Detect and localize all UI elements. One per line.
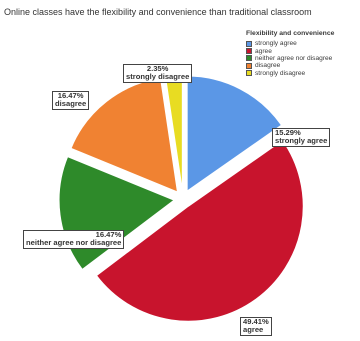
data-label-pct: 2.35% bbox=[146, 64, 169, 73]
data-label-strongly-disagree: 2.35% strongly disagree bbox=[123, 64, 193, 83]
data-label-pct: 49.41% bbox=[243, 317, 269, 326]
legend-label: agree bbox=[255, 47, 272, 55]
legend-item-disagree: disagree bbox=[246, 62, 334, 69]
legend-item-agree: agree bbox=[246, 47, 334, 55]
data-label-pct: 16.47% bbox=[95, 230, 122, 239]
legend-label: strongly agree bbox=[255, 40, 297, 48]
legend-label: strongly disagree bbox=[255, 69, 306, 77]
legend-swatch bbox=[246, 62, 252, 69]
legend-swatch bbox=[246, 48, 252, 55]
data-label-text: agree bbox=[243, 325, 264, 335]
data-label-text: strongly agree bbox=[275, 136, 328, 146]
legend-title: Flexibility and convenience bbox=[246, 30, 335, 37]
pie-slice-strongly-agree bbox=[186, 75, 283, 192]
legend-item-neither: neither agree nor disagree bbox=[246, 55, 334, 62]
data-label-text: disagree bbox=[55, 99, 87, 109]
data-label-agree: 49.41% agree bbox=[240, 317, 272, 336]
data-label-disagree: 16.47% disagree bbox=[52, 91, 90, 110]
legend: Flexibility and convenience strongly agr… bbox=[246, 30, 334, 77]
data-label-text: strongly disagree bbox=[126, 72, 190, 82]
legend-item-strongly-agree: strongly agree bbox=[246, 40, 334, 47]
data-label-text: neither agree nor disagree bbox=[26, 238, 122, 248]
legend-swatch bbox=[246, 70, 252, 77]
legend-swatch bbox=[246, 40, 252, 47]
data-label-strongly-agree: 15.29% strongly agree bbox=[272, 128, 331, 147]
pie-slice-agree bbox=[95, 139, 304, 322]
legend-label: disagree bbox=[255, 62, 281, 70]
data-label-neither: 16.47% neither agree nor disagree bbox=[23, 230, 125, 249]
legend-label: neither agree nor disagree bbox=[255, 54, 333, 62]
legend-swatch bbox=[246, 55, 252, 62]
data-label-pct: 16.47% bbox=[57, 91, 84, 100]
chart-title: Online classes have the flexibility and … bbox=[4, 7, 312, 17]
legend-item-strongly-disagree: strongly disagree bbox=[246, 70, 334, 77]
data-label-pct: 15.29% bbox=[275, 128, 301, 137]
